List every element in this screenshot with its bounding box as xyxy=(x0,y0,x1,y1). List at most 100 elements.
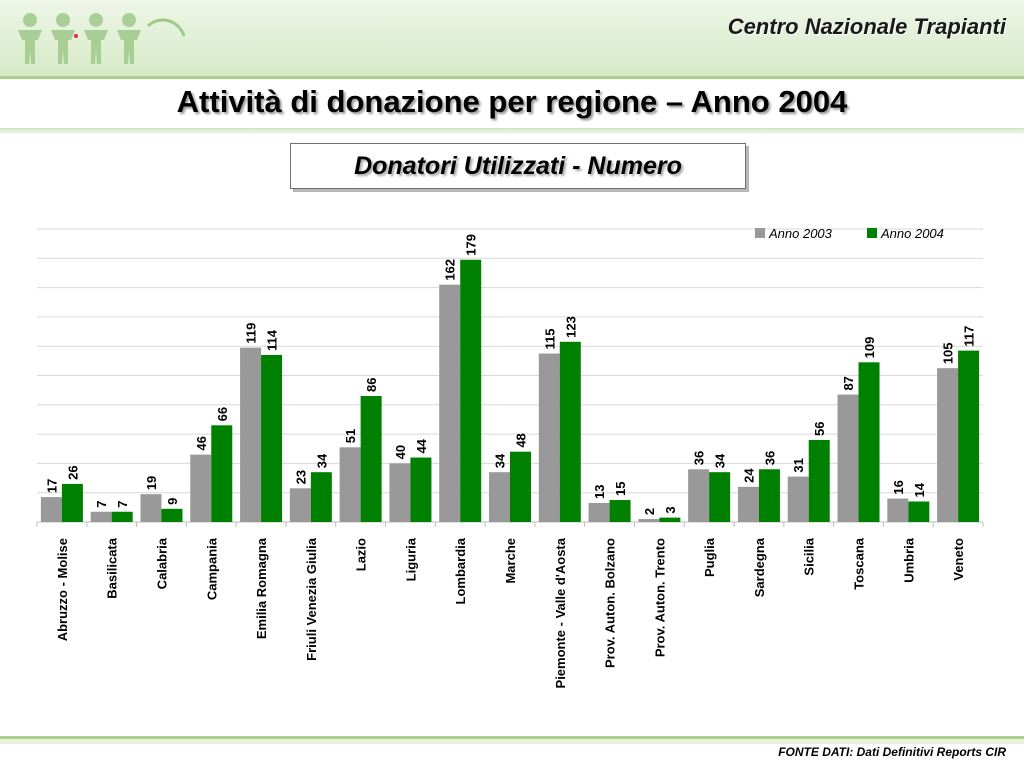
bar-2003 xyxy=(887,498,909,522)
data-label: 14 xyxy=(912,482,927,497)
bar-2003 xyxy=(638,519,660,522)
bar-2003 xyxy=(489,472,510,522)
data-label: 36 xyxy=(692,451,707,465)
data-label: 17 xyxy=(44,479,59,493)
category-label: Friuli Venezia Giulia xyxy=(304,537,319,661)
data-label: 15 xyxy=(613,482,628,496)
data-label: 46 xyxy=(194,436,209,450)
data-label: 34 xyxy=(493,453,508,468)
people-figures-logo-icon xyxy=(18,13,186,64)
data-label: 86 xyxy=(364,378,379,392)
category-label: Liguria xyxy=(403,537,418,581)
legend-swatch-2003 xyxy=(755,228,765,238)
data-label: 24 xyxy=(741,468,756,483)
bar-2003 xyxy=(240,347,262,522)
bar-2003 xyxy=(289,488,311,522)
data-label: 117 xyxy=(962,326,977,347)
category-label: Lombardia xyxy=(453,537,468,604)
bar-2003 xyxy=(439,284,461,522)
category-label: Basilicata xyxy=(105,537,120,598)
header-divider xyxy=(0,76,1024,79)
bar-2004 xyxy=(111,511,133,522)
category-label: Lazio xyxy=(354,538,369,571)
legend-swatch-2004 xyxy=(867,228,877,238)
bar-2003 xyxy=(837,394,859,522)
organization-name: Centro Nazionale Trapianti xyxy=(727,14,1006,39)
category-label: Calabria xyxy=(154,537,169,589)
bar-chart: 17 26 Abruzzo - Molise 7 7 Basilicata 19 9 Calab… xyxy=(36,226,984,688)
data-label: 16 xyxy=(891,480,906,494)
bar-2003 xyxy=(937,368,959,522)
bar-2004 xyxy=(410,457,432,522)
data-label: 87 xyxy=(841,376,856,390)
category-label: Abruzzo - Molise xyxy=(55,538,70,641)
bar-2003 xyxy=(190,454,212,522)
data-label: 34 xyxy=(314,453,329,468)
bar-2003 xyxy=(787,476,809,522)
data-label: 44 xyxy=(414,438,429,453)
bar-2004 xyxy=(958,350,980,522)
bar-2004 xyxy=(609,500,631,522)
bar-2004 xyxy=(758,469,780,522)
bar-2004 xyxy=(460,259,482,522)
data-label: 123 xyxy=(563,316,578,338)
bar-2004 xyxy=(261,354,283,522)
category-label: Veneto xyxy=(951,538,966,581)
category-label: Piemonte - Valle d'Aosta xyxy=(553,537,568,688)
bar-2004 xyxy=(808,439,830,522)
data-label: 36 xyxy=(762,451,777,465)
bar-2004 xyxy=(211,425,233,522)
data-label: 119 xyxy=(244,323,259,344)
bar-2003 xyxy=(737,486,759,522)
chart-title: Donatori Utilizzati - Numero xyxy=(354,151,682,180)
data-label: 2 xyxy=(642,508,657,515)
page-title: Attività di donazione per regione – Anno… xyxy=(176,84,848,119)
data-label: 51 xyxy=(343,429,358,443)
data-label: 48 xyxy=(514,433,529,447)
bar-2004 xyxy=(908,501,930,522)
header-band xyxy=(0,0,1024,78)
data-label: 23 xyxy=(293,470,308,484)
footer-band xyxy=(0,736,1024,768)
data-label: 9 xyxy=(165,498,180,505)
category-label: Prov. Auton. Bolzano xyxy=(603,538,618,668)
data-label: 13 xyxy=(592,484,607,498)
category-label: Prov. Auton. Trento xyxy=(652,538,667,657)
bar-2003 xyxy=(140,494,162,522)
data-label: 19 xyxy=(144,476,159,490)
data-label: 179 xyxy=(464,234,479,256)
title-divider xyxy=(0,128,1024,134)
bar-2003 xyxy=(688,469,710,522)
bar-2004 xyxy=(510,451,531,522)
data-label: 7 xyxy=(115,501,130,508)
data-label: 66 xyxy=(215,407,230,421)
bar-2003 xyxy=(339,447,361,522)
chart-title-box: Donatori Utilizzati - Numero xyxy=(290,143,746,189)
data-label: 114 xyxy=(265,329,280,351)
data-label: 109 xyxy=(862,337,877,359)
bar-2004 xyxy=(709,472,731,522)
bar-2004 xyxy=(659,517,681,522)
data-label: 31 xyxy=(791,458,806,472)
data-label: 56 xyxy=(812,421,827,435)
bar-2003 xyxy=(389,463,411,522)
data-label: 26 xyxy=(65,465,80,479)
bar-2004 xyxy=(310,472,332,522)
bar-2003 xyxy=(90,511,112,522)
data-label: 34 xyxy=(713,453,728,468)
data-label: 115 xyxy=(542,329,557,350)
category-label: Umbria xyxy=(901,537,916,583)
data-label: 7 xyxy=(94,501,109,508)
bar-2004 xyxy=(858,362,880,522)
category-label: Sicilia xyxy=(802,537,817,575)
bar-2004 xyxy=(559,341,581,522)
category-label: Marche xyxy=(503,538,518,584)
category-label: Toscana xyxy=(852,537,867,590)
category-label: Puglia xyxy=(702,537,717,577)
bar-2003 xyxy=(588,502,610,522)
bar-2004 xyxy=(360,396,382,522)
data-label: 162 xyxy=(443,259,458,281)
data-label: 3 xyxy=(663,506,678,513)
category-label: Campania xyxy=(204,537,219,600)
data-label: 40 xyxy=(393,445,408,459)
